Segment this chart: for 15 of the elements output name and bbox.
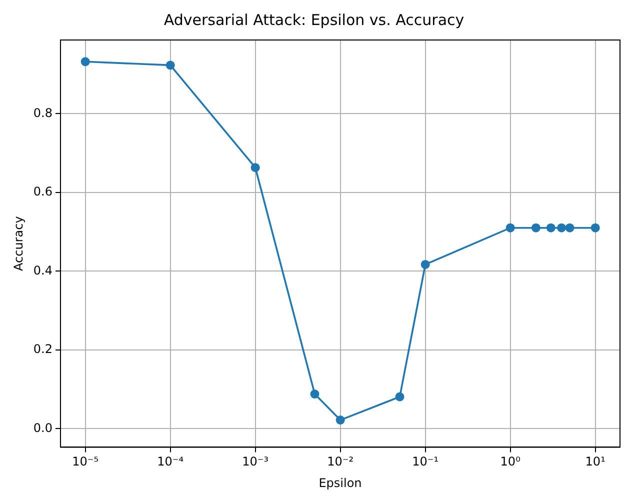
y-tick-label: 0.6 — [33, 184, 52, 199]
x-tick-label: 10⁻³ — [242, 454, 269, 469]
y-tick-label: 0.0 — [33, 420, 52, 435]
x-tick-label: 10⁻² — [327, 454, 354, 469]
chart-title: Adversarial Attack: Epsilon vs. Accuracy — [164, 10, 464, 29]
x-tick-label: 10⁻⁵ — [72, 454, 99, 469]
x-axis-title: Epsilon — [318, 476, 362, 490]
x-tick-label: 10¹ — [585, 454, 606, 469]
y-axis-title: Accuracy — [11, 216, 26, 271]
x-tick-label: 10⁻¹ — [412, 454, 439, 469]
y-tick-label: 0.4 — [33, 263, 52, 278]
x-tick-label: 10⁻⁴ — [157, 454, 184, 469]
y-tick-label: 0.8 — [33, 106, 52, 120]
y-tick-label: 0.2 — [33, 342, 52, 356]
x-tick-label: 10⁰ — [500, 454, 521, 469]
